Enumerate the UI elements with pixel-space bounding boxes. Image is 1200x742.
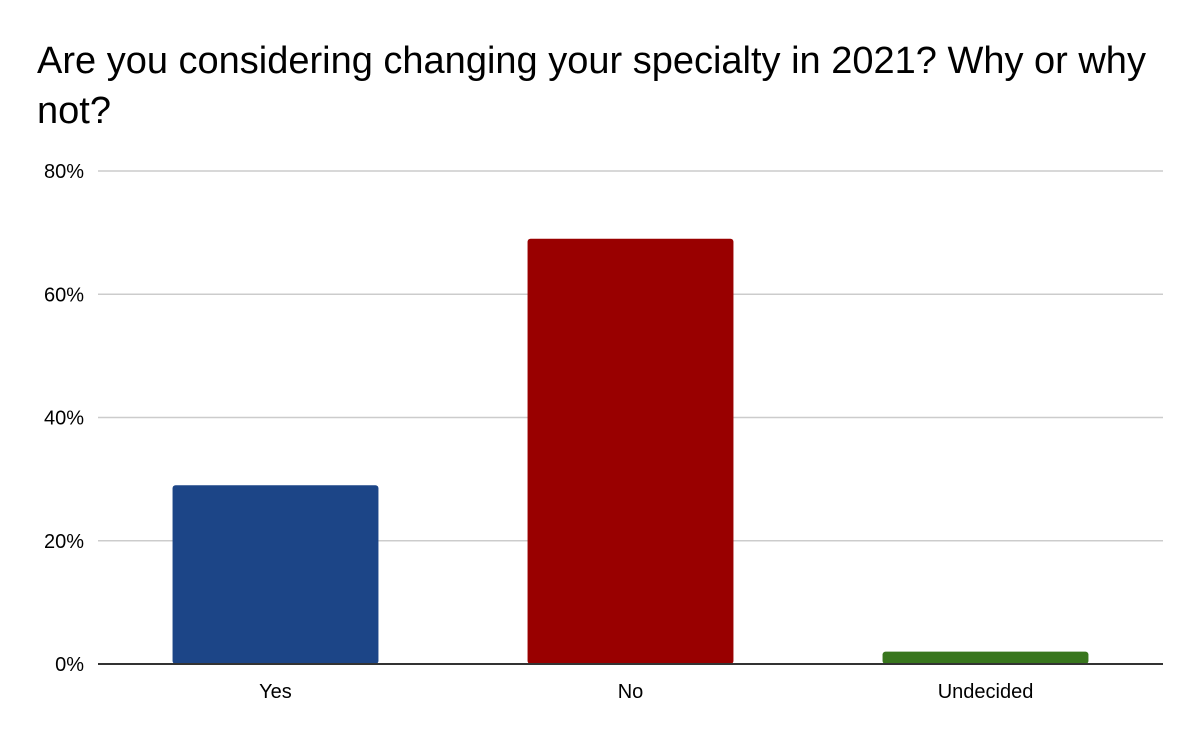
bars [172,238,1089,664]
y-tick-label: 60% [44,284,84,306]
bar-yes [172,485,379,664]
y-tick-label: 0% [55,654,84,676]
y-tick-label: 40% [44,408,84,430]
bar-undecided [882,651,1089,664]
x-tick-label: No [618,681,644,703]
x-axis: Yes No Undecided [259,681,1033,703]
y-tick-label: 20% [44,531,84,553]
y-axis: 0% 20% 40% 60% 80% [44,161,84,676]
y-tick-label: 80% [44,161,84,183]
x-tick-label: Undecided [938,681,1034,703]
x-tick-label: Yes [259,681,292,703]
chart-title: Are you considering changing your specia… [37,40,1146,132]
bar-no [527,238,734,664]
